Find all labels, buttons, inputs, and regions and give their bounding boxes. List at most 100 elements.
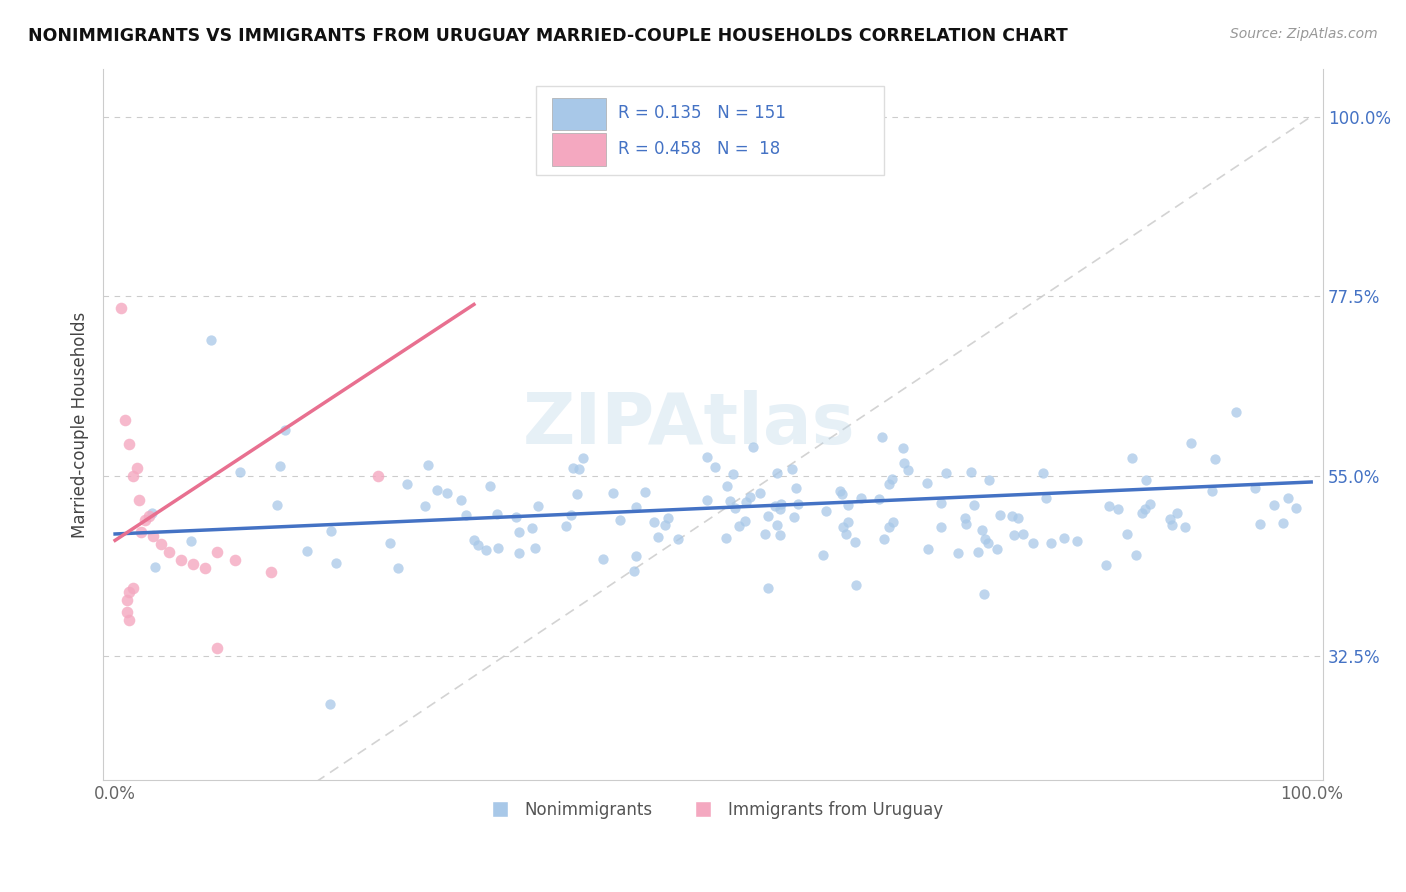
Point <box>893 456 915 470</box>
Point <box>1201 484 1223 499</box>
Point <box>1007 511 1029 525</box>
Point <box>1160 518 1182 533</box>
Text: R = 0.458   N =  18: R = 0.458 N = 18 <box>619 140 780 158</box>
Point <box>1022 535 1045 549</box>
Point <box>115 605 138 619</box>
Point <box>149 537 172 551</box>
Point <box>416 458 439 473</box>
Point <box>131 525 153 540</box>
Point <box>145 560 167 574</box>
Point <box>849 491 872 505</box>
Point <box>1277 491 1299 505</box>
Point <box>718 494 741 508</box>
Point <box>666 532 689 546</box>
Point <box>624 549 647 563</box>
Point <box>953 510 976 524</box>
Point <box>734 514 756 528</box>
Point <box>128 493 150 508</box>
Point <box>917 542 939 557</box>
Point <box>1098 500 1121 514</box>
Point <box>873 533 896 547</box>
Point <box>134 513 156 527</box>
Point <box>758 581 780 595</box>
Point <box>1001 508 1024 523</box>
Point <box>555 518 578 533</box>
Point <box>769 497 792 511</box>
Point <box>990 508 1012 523</box>
Point <box>754 527 776 541</box>
Point <box>870 430 893 444</box>
Point <box>486 508 509 522</box>
Point <box>897 463 920 477</box>
Point <box>141 507 163 521</box>
Point <box>1133 502 1156 516</box>
Point <box>1035 491 1057 505</box>
Point <box>426 483 449 497</box>
Point <box>118 613 141 627</box>
Point <box>110 301 132 316</box>
Point <box>782 462 804 476</box>
Point <box>378 536 401 550</box>
Point <box>118 585 141 599</box>
Point <box>966 545 988 559</box>
Point <box>714 531 737 545</box>
Point <box>200 334 222 348</box>
Point <box>157 545 180 559</box>
Point <box>976 536 998 550</box>
Point <box>696 450 718 465</box>
Point <box>1159 512 1181 526</box>
Point <box>413 500 436 514</box>
Point <box>1263 498 1285 512</box>
Point <box>205 545 228 559</box>
Point <box>609 513 631 527</box>
Point <box>1180 436 1202 450</box>
Point <box>1130 507 1153 521</box>
Point <box>259 566 281 580</box>
Point <box>463 533 485 548</box>
Legend: Nonimmigrants, Immigrants from Uruguay: Nonimmigrants, Immigrants from Uruguay <box>477 794 950 825</box>
Point <box>395 477 418 491</box>
Point <box>194 561 217 575</box>
Point <box>844 535 866 549</box>
Text: ZIPAtlas: ZIPAtlas <box>523 390 855 458</box>
Point <box>917 476 939 491</box>
Point <box>125 461 148 475</box>
Point <box>1053 531 1076 545</box>
Point <box>321 524 343 538</box>
Point <box>1094 558 1116 573</box>
Point <box>891 441 914 455</box>
Point <box>728 518 751 533</box>
Point <box>970 523 993 537</box>
Point <box>142 529 165 543</box>
Point <box>274 423 297 437</box>
Point <box>973 587 995 601</box>
Point <box>643 515 665 529</box>
Point <box>845 578 868 592</box>
Point <box>837 515 859 529</box>
Point <box>295 544 318 558</box>
Point <box>986 542 1008 557</box>
Point <box>508 546 530 560</box>
Point <box>756 508 779 523</box>
Point <box>1121 451 1143 466</box>
Point <box>1125 548 1147 562</box>
Point <box>977 474 1000 488</box>
Point <box>508 525 530 540</box>
Point <box>170 553 193 567</box>
Point <box>115 593 138 607</box>
FancyBboxPatch shape <box>553 98 606 130</box>
Point <box>1166 506 1188 520</box>
Point <box>1066 533 1088 548</box>
Point <box>205 641 228 656</box>
Point <box>118 437 141 451</box>
Point <box>935 467 957 481</box>
Point <box>960 466 983 480</box>
Point <box>832 520 855 534</box>
Point <box>505 509 527 524</box>
Point <box>561 461 583 475</box>
Point <box>877 477 900 491</box>
Point <box>224 553 246 567</box>
Point <box>647 530 669 544</box>
Point <box>786 497 808 511</box>
Point <box>929 496 952 510</box>
